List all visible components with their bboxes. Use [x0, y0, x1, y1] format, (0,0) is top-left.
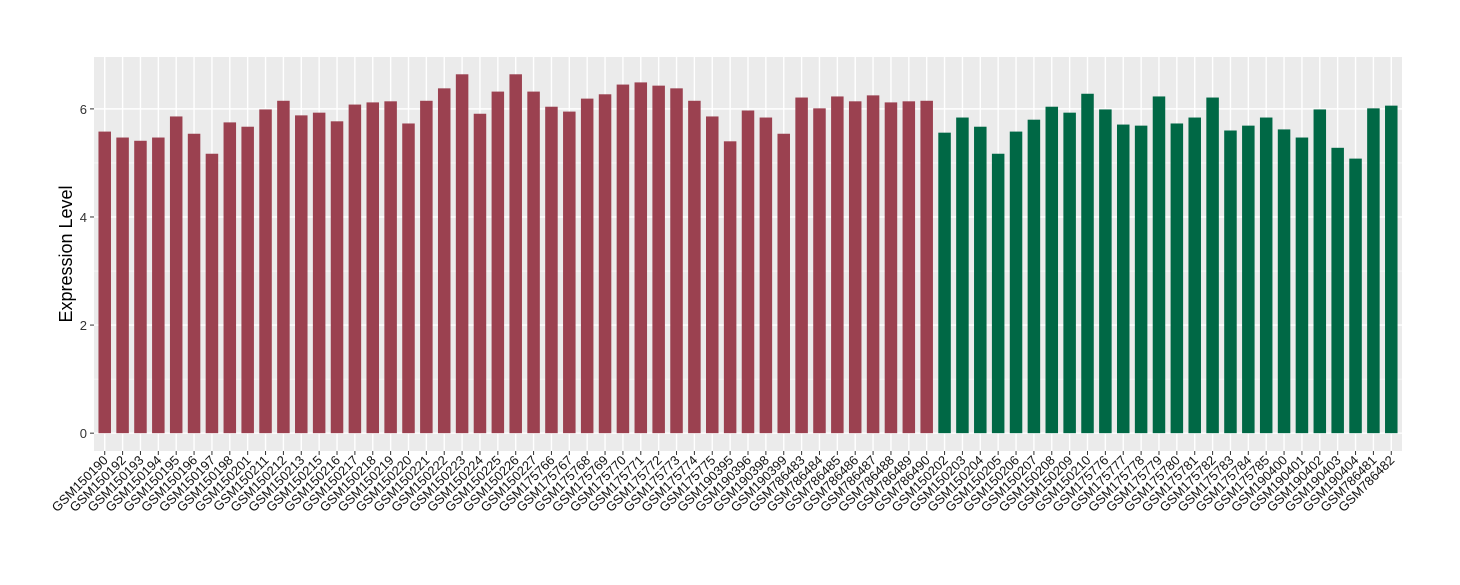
- bar-GSM190396: [741, 110, 755, 434]
- bar-GSM175768: [580, 98, 594, 434]
- bar-GSM175779: [1152, 96, 1166, 434]
- bar-GSM150218: [366, 102, 380, 434]
- bar-GSM150220: [402, 123, 415, 434]
- bar-GSM150227: [527, 91, 540, 434]
- bar-GSM150209: [1063, 112, 1076, 434]
- bar-GSM175777: [1116, 124, 1130, 434]
- bar-GSM150190: [98, 131, 111, 434]
- y-tick-label: 0: [80, 426, 87, 441]
- bar-GSM150213: [295, 115, 308, 434]
- bar-GSM786481: [1367, 108, 1380, 434]
- bar-GSM175785: [1259, 117, 1273, 434]
- bars: [98, 74, 1398, 434]
- bar-GSM190400: [1277, 129, 1291, 434]
- bar-GSM786487: [866, 95, 880, 434]
- bar-GSM786486: [848, 101, 862, 434]
- bar-GSM175776: [1099, 109, 1112, 434]
- bar-GSM175783: [1224, 130, 1237, 434]
- bar-GSM175774: [688, 100, 701, 434]
- bar-GSM190402: [1313, 109, 1327, 434]
- bar-GSM175780: [1170, 123, 1184, 434]
- y-axis: 0 2 4 6: [80, 102, 94, 441]
- bar-GSM175771: [634, 82, 648, 434]
- bar-GSM175782: [1206, 97, 1219, 434]
- bar-GSM786488: [884, 102, 898, 434]
- bar-GSM786485: [831, 96, 844, 434]
- bar-GSM150197: [205, 153, 219, 434]
- bar-GSM150215: [312, 112, 326, 434]
- bar-GSM150212: [277, 100, 290, 434]
- bar-GSM786489: [902, 101, 916, 434]
- y-axis-label: Expression Level: [56, 185, 76, 322]
- bar-GSM150216: [330, 121, 344, 434]
- bar-GSM190398: [759, 117, 773, 434]
- bar-GSM175769: [598, 94, 612, 434]
- bar-GSM786490: [920, 100, 933, 434]
- bar-GSM190401: [1295, 137, 1309, 434]
- bar-GSM150226: [509, 74, 522, 434]
- bar-GSM150194: [152, 137, 165, 434]
- bar-GSM150196: [187, 133, 201, 434]
- y-tick-label: 2: [80, 318, 87, 333]
- bar-GSM150225: [491, 91, 505, 434]
- bar-GSM150192: [116, 137, 129, 434]
- bar-GSM150222: [437, 88, 451, 434]
- bar-GSM175766: [545, 106, 558, 434]
- bar-GSM150206: [1009, 131, 1023, 434]
- bar-GSM190395: [723, 141, 737, 434]
- bar-GSM786483: [795, 97, 808, 434]
- bar-GSM175773: [670, 88, 683, 434]
- bar-GSM150207: [1027, 119, 1041, 434]
- bar-GSM150203: [956, 117, 969, 434]
- bar-GSM150221: [420, 100, 433, 434]
- bar-GSM175778: [1134, 125, 1148, 434]
- bar-GSM150198: [223, 122, 237, 434]
- y-tick-label: 6: [80, 102, 87, 117]
- bar-GSM175781: [1188, 117, 1201, 434]
- bar-GSM175770: [616, 84, 630, 434]
- bar-GSM175767: [563, 111, 576, 434]
- bar-GSM175784: [1242, 125, 1255, 434]
- bar-GSM150193: [134, 140, 147, 434]
- bar-GSM150195: [169, 116, 183, 434]
- y-tick-label: 4: [80, 210, 87, 225]
- bar-GSM150219: [384, 101, 397, 434]
- bar-GSM150224: [473, 113, 487, 434]
- bar-GSM150208: [1045, 106, 1059, 434]
- x-axis: GSM150190GSM150192GSM150193GSM150194GSM1…: [49, 451, 1397, 515]
- bar-GSM150201: [241, 126, 254, 434]
- bar-GSM150204: [974, 126, 987, 434]
- bar-GSM150202: [938, 132, 951, 434]
- bar-GSM190403: [1331, 147, 1344, 434]
- bar-GSM150217: [348, 104, 362, 434]
- bar-GSM150205: [991, 153, 1005, 434]
- bar-GSM175775: [706, 116, 719, 434]
- bar-GSM150210: [1081, 93, 1094, 434]
- bar-GSM175772: [652, 85, 665, 434]
- bar-GSM786482: [1385, 105, 1398, 434]
- bar-GSM150223: [455, 74, 469, 434]
- bar-GSM190404: [1349, 158, 1362, 434]
- bar-GSM190399: [777, 133, 790, 434]
- bar-GSM786484: [813, 108, 826, 434]
- bar-GSM150211: [259, 109, 272, 434]
